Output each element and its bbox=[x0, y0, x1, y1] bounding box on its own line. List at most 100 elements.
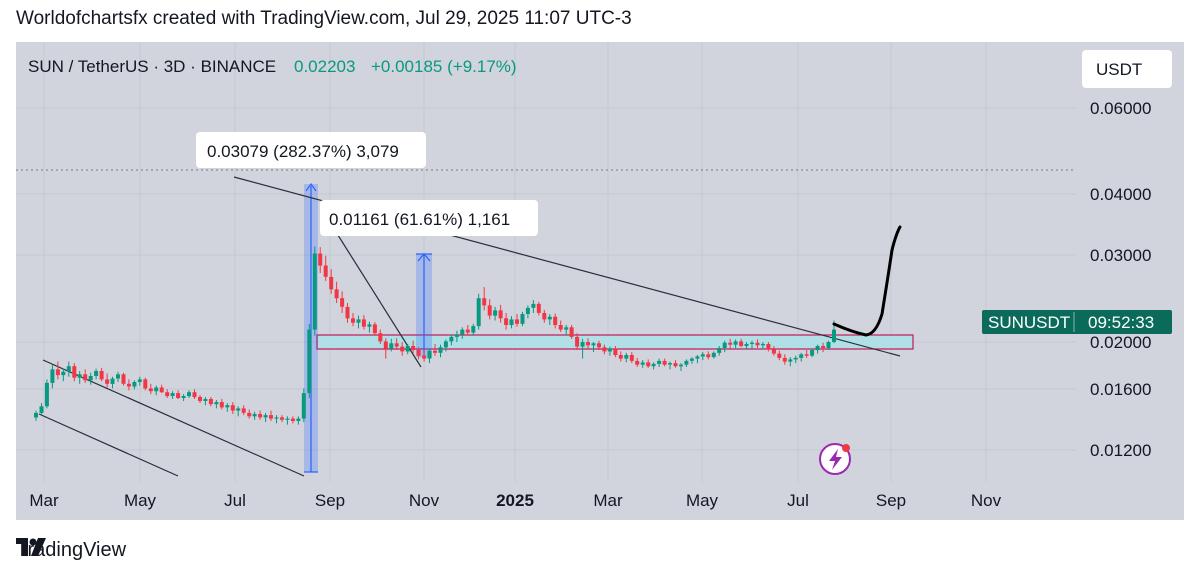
candle-body bbox=[454, 334, 459, 337]
candle-body bbox=[219, 402, 224, 408]
candle-body bbox=[230, 405, 235, 411]
candle-body bbox=[443, 341, 448, 348]
steep-trendline bbox=[335, 231, 422, 368]
candle-body bbox=[668, 363, 672, 365]
candle-body bbox=[225, 405, 230, 408]
candle-body bbox=[433, 350, 437, 353]
price-change: +0.00185 (+9.17%) bbox=[371, 57, 517, 76]
candle-body bbox=[580, 342, 585, 347]
price-chart[interactable]: 0.03079 (282.37%) 3,079 0.01161 (61.61%)… bbox=[16, 42, 1184, 520]
annotation-label-2[interactable]: 0.01161 (61.61%) 1,161 bbox=[320, 200, 538, 236]
candle-body bbox=[586, 342, 590, 346]
symbol-bar[interactable]: SUN / TetherUS · 3D · BINANCE 0.02203 +0… bbox=[28, 57, 517, 76]
candle-body bbox=[493, 310, 498, 316]
candle-body bbox=[739, 341, 744, 346]
candle-body bbox=[722, 342, 727, 348]
candle-body bbox=[55, 369, 60, 376]
candle-body bbox=[706, 354, 711, 358]
candle-body bbox=[482, 298, 487, 306]
candle-body bbox=[39, 406, 44, 413]
annotation-label-1[interactable]: 0.03079 (282.37%) 3,079 bbox=[196, 132, 426, 168]
candle-body bbox=[536, 303, 541, 313]
candle-body bbox=[263, 415, 268, 418]
channel-upper-line bbox=[42, 359, 305, 477]
candle-body bbox=[438, 347, 443, 353]
price-tag-ticker: SUNUSDT bbox=[988, 313, 1070, 332]
candle-body bbox=[613, 348, 618, 355]
candle-body bbox=[799, 354, 804, 358]
x-tick-3: Sep bbox=[315, 491, 345, 510]
candle-body bbox=[755, 342, 760, 346]
candle-body bbox=[318, 253, 323, 266]
candle-body bbox=[766, 344, 771, 350]
candle-body bbox=[77, 374, 82, 378]
candle-body bbox=[498, 310, 503, 319]
candle-body bbox=[460, 329, 465, 335]
time-axis[interactable]: Mar May Jul Sep Nov 2025 Mar May Jul Sep… bbox=[29, 491, 1001, 510]
candle-body bbox=[361, 319, 366, 327]
price-tag-countdown: 09:52:33 bbox=[1088, 313, 1154, 332]
chart-credit: Worldofchartsfx created with TradingView… bbox=[16, 8, 632, 29]
candle-body bbox=[50, 369, 55, 383]
currency-label: USDT bbox=[1096, 60, 1142, 79]
chart-panel[interactable]: 0.03079 (282.37%) 3,079 0.01161 (61.61%)… bbox=[16, 42, 1184, 520]
candle-body bbox=[804, 354, 809, 356]
candle-body bbox=[132, 382, 137, 387]
candle-body bbox=[487, 305, 492, 316]
price-tag[interactable]: SUNUSDT 09:52:33 bbox=[982, 310, 1172, 334]
candle-body bbox=[367, 324, 372, 327]
candle-body bbox=[148, 388, 153, 392]
candle-body bbox=[274, 417, 279, 419]
currency-button[interactable]: USDT bbox=[1082, 50, 1172, 88]
candle-body bbox=[558, 325, 563, 330]
footer-brand: TradingView bbox=[16, 538, 127, 561]
candle-body bbox=[44, 382, 49, 407]
candle-body bbox=[187, 392, 191, 397]
candle-body bbox=[504, 318, 509, 325]
candle-body bbox=[99, 371, 104, 380]
candle-body bbox=[793, 357, 798, 360]
candle-body bbox=[476, 298, 481, 327]
candle-body bbox=[340, 298, 345, 307]
candle-body bbox=[307, 329, 312, 394]
candle-body bbox=[624, 355, 629, 359]
candle-body bbox=[351, 318, 355, 323]
x-tick-8: Jul bbox=[787, 491, 809, 510]
candle-body bbox=[728, 342, 733, 345]
x-tick-1: May bbox=[124, 491, 157, 510]
candle-body bbox=[241, 408, 246, 413]
price-axis[interactable]: 0.06000 0.04000 0.03000 0.02000 0.01600 … bbox=[1090, 99, 1151, 460]
candle-body bbox=[345, 306, 350, 319]
candle-body bbox=[285, 418, 290, 420]
candle-body bbox=[700, 354, 705, 357]
candle-body bbox=[607, 348, 612, 352]
candle-body bbox=[296, 418, 301, 421]
candle-body bbox=[821, 346, 826, 348]
y-tick-3: 0.02000 bbox=[1090, 333, 1151, 352]
channel-lower-line bbox=[38, 413, 179, 477]
x-tick-9: Sep bbox=[876, 491, 906, 510]
footer: TradingView bbox=[16, 538, 126, 562]
measure-range-2[interactable] bbox=[416, 253, 432, 357]
y-tick-2: 0.03000 bbox=[1090, 246, 1151, 265]
candle-body bbox=[405, 346, 410, 352]
candle-body bbox=[416, 350, 421, 356]
candle-body bbox=[192, 392, 197, 398]
y-tick-5: 0.01200 bbox=[1090, 441, 1151, 460]
x-tick-6: Mar bbox=[593, 491, 623, 510]
candle-body bbox=[323, 265, 328, 277]
candle-body bbox=[646, 362, 651, 367]
projection-drawing[interactable] bbox=[832, 225, 902, 337]
candle-body bbox=[159, 387, 164, 393]
candle-body bbox=[280, 417, 284, 420]
lightning-icon[interactable] bbox=[819, 443, 851, 475]
candle-body bbox=[465, 329, 470, 333]
candle-body bbox=[198, 397, 202, 401]
candle-body bbox=[760, 344, 765, 346]
candle-body bbox=[651, 363, 656, 367]
candle-body bbox=[329, 276, 334, 290]
candle-body bbox=[531, 303, 536, 308]
candle-body bbox=[471, 326, 476, 333]
candle-body bbox=[733, 341, 738, 345]
candle-body bbox=[515, 319, 519, 324]
